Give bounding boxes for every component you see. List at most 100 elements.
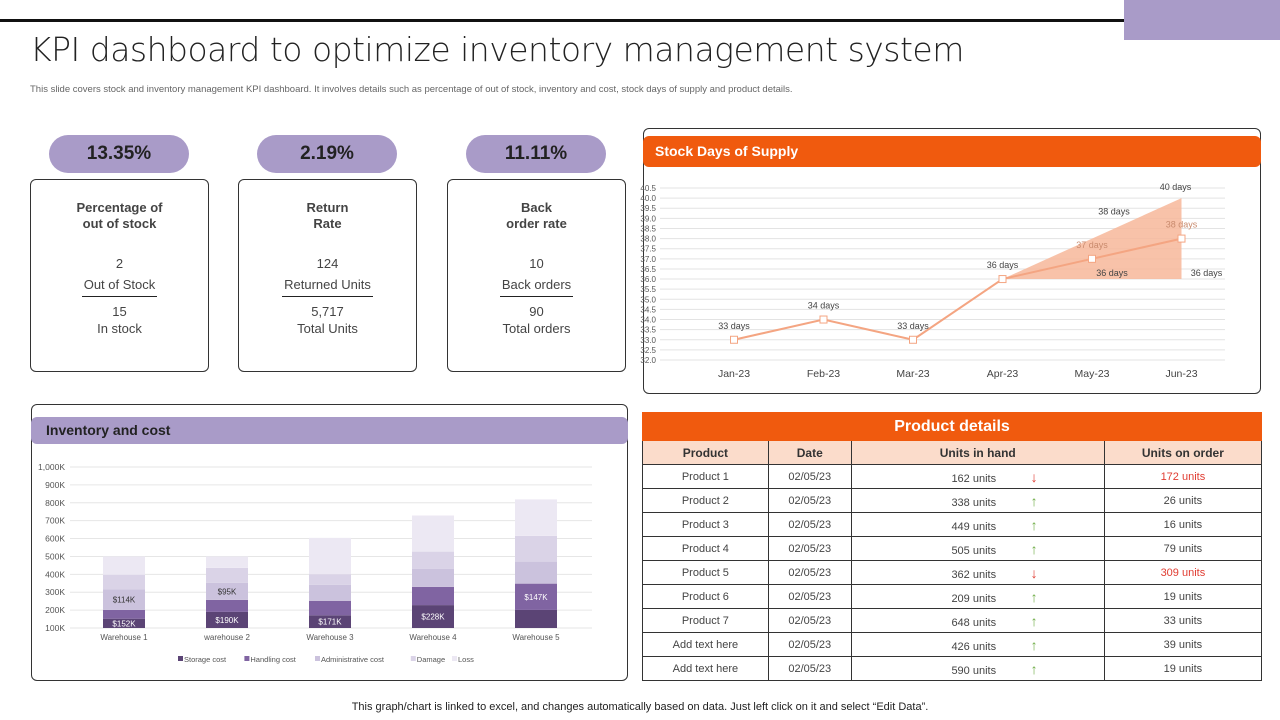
forecast-lower-label: 36 days [1096,268,1128,278]
x-tick-label: Mar-23 [896,368,929,380]
units-in-hand-value: 449 units [951,520,997,533]
kpi-numerator: 10 [529,256,544,271]
data-point [819,315,828,324]
units-on-order-cell: 19 units [1103,584,1263,609]
product-cell: Product 2 [642,488,769,513]
table-row: Product 2 02/05/23 338 units ↑ 26 units [642,488,1263,513]
product-cell: Add text here [642,632,769,657]
product-cell: Product 4 [642,536,769,561]
date-cell: 02/05/23 [767,584,852,609]
units-on-order-cell: 39 units [1103,632,1263,657]
column-header: Units in hand [850,440,1105,465]
inventory-panel [31,404,628,681]
product-cell: Product 1 [642,464,769,489]
data-point [1177,234,1186,243]
trend-up-arrow-icon: ↑ [1030,492,1038,509]
units-in-hand-value: 338 units [951,496,997,509]
forecast-upper-label: 38 days [1098,207,1130,217]
date-cell: 02/05/23 [767,464,852,489]
kpi-denominator: 15 [112,304,127,319]
units-in-hand-value: 648 units [951,616,997,629]
date-cell: 02/05/23 [767,608,852,633]
kpi-denominator: 90 [529,304,544,319]
units-on-order-cell: 79 units [1103,536,1263,561]
units-in-hand-value: 362 units [951,568,997,581]
units-in-hand-cell: 426 units ↑ [850,632,1105,657]
y-tick-label: 39.0 [640,214,656,223]
forecast-lower-label: 36 days [1191,268,1223,278]
kpi-denominator: 5,717 [311,304,344,319]
table-title: Product details [642,412,1262,441]
data-point [998,275,1007,284]
table-row: Product 5 02/05/23 362 units ↓ 309 units [642,560,1263,585]
units-in-hand-value: 209 units [951,592,997,605]
y-tick-label: 34.0 [640,316,656,325]
units-on-order-cell: 172 units [1103,464,1263,489]
kpi-value-pill: 11.11% [466,135,606,173]
kpi-title: Percentage of out of stock [76,200,163,231]
x-tick-label: Jan-23 [718,368,750,380]
trend-down-arrow-icon: ↓ [1030,468,1038,485]
inventory-header: Inventory and cost [31,417,628,444]
y-tick-label: 37.0 [640,255,656,264]
data-label: 33 days [897,321,929,331]
table-row: Add text here 02/05/23 590 units ↑ 19 uni… [642,656,1263,681]
x-tick-label: Jun-23 [1165,368,1197,380]
kpi-card: Return Rate 124 Returned Units 5,717 Tot… [238,179,417,372]
data-label: 33 days [718,321,750,331]
data-label: 37 days [1076,240,1108,250]
trend-up-arrow-icon: ↑ [1030,612,1038,629]
units-in-hand-cell: 162 units ↓ [850,464,1105,489]
x-tick-label: Feb-23 [807,368,840,380]
kpi-card: Back order rate 10 Back orders 90 Total … [447,179,626,372]
kpi-card: Percentage of out of stock 2 Out of Stoc… [30,179,209,372]
kpi-numerator-label: Out of Stock [81,275,158,297]
trend-up-arrow-icon: ↑ [1030,540,1038,557]
units-in-hand-cell: 648 units ↑ [850,608,1105,633]
y-tick-label: 40.0 [640,194,656,203]
y-tick-label: 35.0 [640,295,656,304]
forecast-band [1002,198,1182,280]
x-tick-label: May-23 [1074,368,1109,380]
column-header: Date [767,440,852,465]
units-on-order-cell: 16 units [1103,512,1263,537]
table-row: Add text here 02/05/23 426 units ↑ 39 uni… [642,632,1263,657]
data-label: 36 days [987,260,1019,270]
date-cell: 02/05/23 [767,512,852,537]
kpi-title: Back order rate [506,200,567,231]
date-cell: 02/05/23 [767,656,852,681]
data-point [730,335,738,344]
trend-down-arrow-icon: ↓ [1030,564,1038,581]
kpi-denominator-label: Total orders [502,321,571,336]
page-subtitle: This slide covers stock and inventory ma… [30,84,793,95]
date-cell: 02/05/23 [767,488,852,513]
product-cell: Add text here [642,656,769,681]
data-label: 38 days [1166,220,1198,230]
footer-note: This graph/chart is linked to excel, and… [351,701,929,713]
table-row: Product 7 02/05/23 648 units ↑ 33 units [642,608,1263,633]
kpi-numerator: 124 [316,256,339,271]
forecast-upper-label: 40 days [1160,182,1192,192]
data-label: 34 days [808,301,840,311]
table-row: Product 6 02/05/23 209 units ↑ 19 units [642,584,1263,609]
y-tick-label: 38.5 [640,224,656,233]
product-details-table: Product details Product Date Units in hand… [642,412,1263,681]
corner-accent [1124,0,1280,40]
kpi-numerator-label: Back orders [499,275,574,297]
product-cell: Product 6 [642,584,769,609]
product-cell: Product 7 [642,608,769,633]
y-tick-label: 36.5 [640,265,656,274]
stock-days-panel [643,128,1261,394]
units-on-order-cell: 26 units [1103,488,1263,513]
y-tick-label: 39.5 [640,204,656,213]
date-cell: 02/05/23 [767,536,852,561]
product-cell: Product 3 [642,512,769,537]
trend-up-arrow-icon: ↑ [1030,588,1038,605]
y-tick-label: 32.5 [640,346,656,355]
kpi-value-pill: 13.35% [49,135,189,173]
y-tick-label: 33.0 [640,336,656,345]
column-header: Product [642,440,769,465]
units-on-order-cell: 33 units [1103,608,1263,633]
units-in-hand-value: 590 units [951,664,997,677]
